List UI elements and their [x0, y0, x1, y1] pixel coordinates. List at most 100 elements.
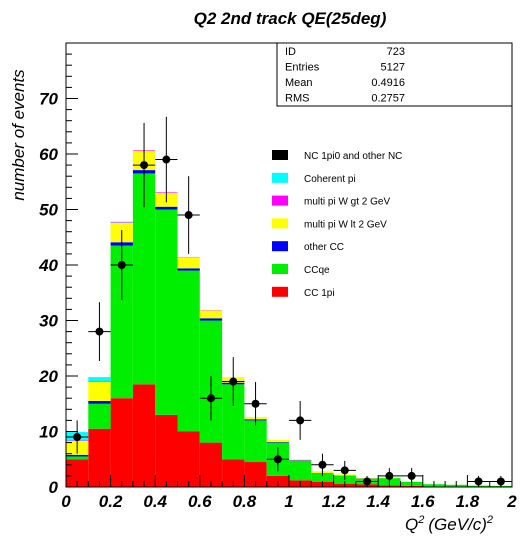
legend-entry: other CC [272, 241, 344, 253]
stats-value: 0.4916 [371, 77, 405, 89]
stats-value: 5127 [381, 62, 405, 74]
bar-segment [132, 173, 156, 385]
x-tick-label: 0.8 [233, 492, 257, 511]
x-tick-label: 1 [284, 492, 293, 511]
x-axis-title-units: (GeV/c) [428, 515, 487, 534]
x-axis-title-main: Q [405, 515, 418, 534]
legend-label: multi pi W lt 2 GeV [304, 219, 387, 230]
legend-swatch [272, 218, 288, 229]
data-point [333, 460, 356, 480]
x-axis: 0 0.2 0.4 0.6 0.8 1 1.2 1.4 1.6 1.8 2 [61, 475, 517, 511]
legend-swatch [272, 195, 288, 206]
data-point [311, 453, 334, 476]
stats-row: ID 723 [285, 46, 405, 58]
bar-segment [177, 270, 200, 432]
bar-segment [110, 222, 133, 223]
x-axis-title: Q2 (GeV/c)2 [405, 514, 493, 534]
bar-segment [88, 381, 111, 401]
x-tick-label: 1.8 [456, 492, 480, 511]
point-marker [318, 460, 327, 469]
series-0 [66, 384, 490, 487]
bar-segment [66, 454, 89, 457]
data-point [177, 176, 200, 254]
bar-segment [289, 460, 312, 461]
stats-row: Mean 0.4916 [285, 77, 405, 89]
legend-swatch [272, 172, 288, 183]
point-marker [251, 399, 260, 408]
bar-segment [155, 206, 178, 210]
point-marker [340, 466, 349, 475]
bar-segment [66, 456, 89, 460]
stats-value: 0.2757 [371, 93, 405, 105]
point-marker [73, 433, 82, 442]
bar-segment [177, 268, 200, 271]
x-tick-label: 1.6 [411, 492, 435, 511]
legend-entry: CCqe [272, 264, 330, 276]
legend: NC 1pi0 and other NC Coherent pi multi pi … [272, 150, 402, 299]
series-1 [66, 173, 512, 487]
point-marker [184, 211, 193, 220]
bar-segment [177, 257, 200, 269]
point-marker [117, 261, 126, 269]
point-marker [273, 455, 282, 464]
x-tick-label: 0.2 [99, 492, 123, 511]
stats-box-frame [276, 42, 513, 107]
legend-entry: Coherent pi [272, 172, 356, 185]
bar-segment [110, 398, 133, 487]
point-marker [140, 161, 149, 170]
data-point [88, 302, 111, 362]
data-point [132, 122, 156, 208]
y-tick-label: 30 [39, 312, 58, 331]
point-marker [162, 155, 171, 164]
y-tick-label: 20 [38, 367, 58, 386]
legend-swatch [272, 150, 288, 160]
stats-row: RMS 0.2757 [285, 93, 405, 105]
data-point [110, 230, 133, 300]
data-point [289, 400, 312, 440]
bar-segment [289, 460, 312, 481]
legend-entry: NC 1pi0 and other NC [272, 150, 402, 162]
y-tick-label: 10 [39, 423, 58, 442]
x-axis-title-units-sup: 2 [486, 514, 493, 526]
x-tick-label: 1.4 [366, 492, 390, 511]
bar-segment [110, 245, 133, 399]
bar-segment [244, 462, 267, 487]
stats-label: RMS [285, 93, 309, 105]
y-tick-label: 70 [39, 90, 58, 109]
legend-entry: multi pi W gt 2 GeV [272, 195, 390, 208]
bar-segment [177, 431, 200, 487]
y-axis: 0 10 20 30 40 50 60 70 [38, 42, 78, 497]
legend-label: multi pi W gt 2 GeV [304, 197, 390, 208]
chart-title: Q2 2nd track QE(25deg) [194, 9, 387, 28]
data-point [199, 376, 223, 421]
x-tick-label: 0.6 [188, 492, 212, 511]
bar-segment [88, 400, 111, 404]
bar-segment [155, 209, 178, 415]
legend-swatch [272, 264, 288, 274]
x-tick-label: 0 [61, 492, 71, 511]
legend-swatch [272, 241, 288, 252]
point-marker [296, 416, 305, 425]
bar-segment [199, 318, 223, 321]
stats-row: Entries 5127 [285, 62, 405, 74]
y-tick-label: 0 [49, 478, 59, 497]
bar-segment [311, 473, 334, 483]
legend-entry: multi pi W lt 2 GeV [272, 218, 387, 230]
x-tick-label: 0.4 [143, 492, 167, 511]
legend-label: CC 1pi [304, 288, 335, 299]
stats-label: Entries [285, 62, 320, 74]
y-axis-title: number of events [9, 69, 28, 201]
point-marker [206, 394, 215, 403]
data-point [400, 468, 423, 484]
stats-label: ID [285, 46, 296, 58]
data-point [244, 382, 267, 426]
bar-segment [266, 442, 289, 443]
legend-label: Coherent pi [304, 174, 356, 185]
data-point [66, 420, 89, 454]
bar-segment [155, 414, 178, 487]
data-point [222, 357, 245, 406]
bar-segment [266, 439, 289, 443]
bar-segment [199, 442, 223, 487]
bar-segment [110, 221, 133, 223]
